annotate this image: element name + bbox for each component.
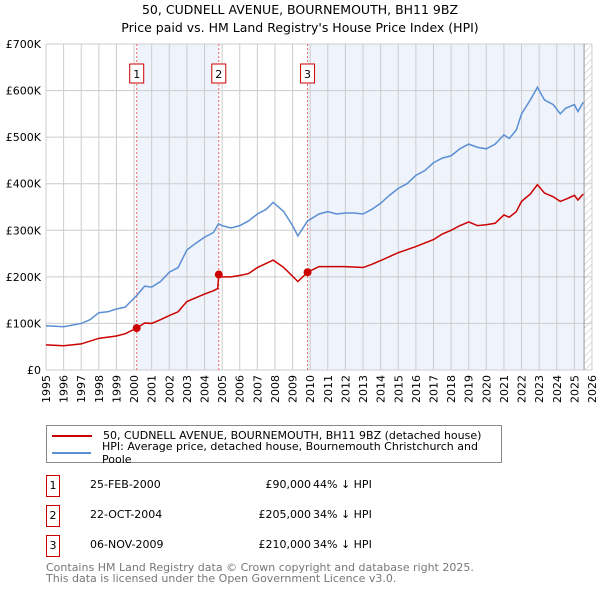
transaction-row: 1 25-FEB-2000 £90,000 44% ↓ HPI — [46, 475, 446, 497]
x-tick-label: 2009 — [287, 375, 300, 403]
x-tick-label: 2006 — [234, 375, 247, 403]
x-tick-label: 2025 — [568, 375, 581, 403]
x-tick-label: 2012 — [339, 375, 352, 403]
legend-blue-line — [52, 451, 92, 454]
x-tick-label: 1999 — [110, 375, 123, 403]
shaded-period-1 — [136, 44, 219, 370]
sale-marker-label: 1 — [133, 68, 140, 81]
sale-marker-label: 3 — [304, 68, 311, 81]
chart-title: 50, CUDNELL AVENUE, BOURNEMOUTH, BH11 9B… — [141, 2, 459, 17]
footer-licence: This data is licensed under the Open Gov… — [46, 572, 397, 585]
y-tick-label: £700K — [6, 38, 42, 51]
transaction-date: 22-OCT-2004 — [90, 508, 163, 521]
transaction-marker: 3 — [46, 535, 60, 557]
transaction-price: £205,000 — [258, 508, 312, 521]
x-tick-label: 2018 — [445, 375, 458, 403]
hpi-line — [45, 85, 584, 328]
x-tick-label: 2022 — [516, 375, 529, 403]
x-tick-label: 2004 — [199, 375, 212, 403]
transaction-marker: 2 — [46, 505, 60, 527]
y-tick-label: £200K — [6, 271, 42, 284]
chart-subtitle: Price paid vs. HM Land Registry's House … — [121, 20, 479, 35]
x-tick-label: 2010 — [304, 375, 317, 403]
sale-marker-box — [211, 63, 227, 84]
x-tick-label: 2000 — [128, 375, 141, 403]
transaction-hpi-diff: 34% ↓ HPI — [313, 508, 372, 521]
y-tick-label: £300K — [6, 224, 42, 237]
x-tick-label: 2007 — [251, 375, 264, 403]
y-tick-label: £100K — [6, 317, 42, 330]
x-tick-label: 2015 — [392, 375, 405, 403]
y-tick-label: £500K — [6, 131, 42, 144]
x-tick-label: 2001 — [146, 375, 159, 403]
transaction-hpi-diff: 34% ↓ HPI — [313, 538, 372, 551]
x-tick-label: 2024 — [551, 375, 564, 403]
sale-marker-box — [300, 63, 316, 84]
transaction-hpi-diff: 44% ↓ HPI — [313, 478, 372, 491]
x-tick-label: 2005 — [216, 375, 229, 403]
legend: 50, CUDNELL AVENUE, BOURNEMOUTH, BH11 9B… — [46, 425, 502, 466]
transaction-row: 2 22-OCT-2004 £205,000 34% ↓ HPI — [46, 505, 446, 527]
property-price-line — [45, 183, 584, 347]
x-tick-label: 2011 — [322, 375, 335, 403]
transaction-date: 25-FEB-2000 — [90, 478, 161, 491]
x-tick-label: 2019 — [463, 375, 476, 403]
sale-point — [303, 268, 312, 277]
transaction-price: £210,000 — [258, 538, 312, 551]
x-tick-label: 2002 — [163, 375, 176, 403]
sale-point — [214, 270, 223, 279]
transaction-row: 3 06-NOV-2009 £210,000 34% ↓ HPI — [46, 535, 446, 557]
x-tick-label: 1998 — [93, 375, 106, 403]
forecast-hatch — [584, 44, 592, 370]
legend-label-hpi: HPI: Average price, detached house, Bour… — [102, 439, 478, 466]
x-tick-label: 2013 — [357, 375, 370, 403]
sale-marker-box — [129, 63, 145, 84]
x-tick-label: 1996 — [58, 375, 71, 403]
sale-point — [132, 324, 141, 333]
sale-marker-label: 2 — [215, 68, 222, 81]
y-tick-label: £400K — [6, 178, 42, 191]
x-tick-label: 2023 — [533, 375, 546, 403]
x-tick-label: 2021 — [498, 375, 511, 403]
chart: 1995 1996 1997 1998 1999 2000 2001 2002 2003 2004… — [6, 38, 599, 403]
transaction-price: £90,000 — [265, 478, 312, 491]
y-tick-label: £600K — [6, 85, 42, 98]
shaded-period-2 — [307, 44, 585, 370]
x-tick-label: 2003 — [181, 375, 194, 403]
transaction-marker: 1 — [46, 475, 60, 497]
y-tick-label: £0 — [27, 364, 41, 377]
x-tick-label: 2017 — [427, 375, 440, 403]
x-tick-label: 2014 — [375, 375, 388, 403]
x-tick-label: 2026 — [586, 375, 599, 403]
x-tick-label: 1997 — [75, 375, 88, 403]
transaction-date: 06-NOV-2009 — [90, 538, 164, 551]
x-tick-label: 1995 — [40, 375, 53, 403]
x-tick-label: 2020 — [480, 375, 493, 403]
footer-copyright: Contains HM Land Registry data © Crown c… — [46, 561, 474, 574]
x-tick-label: 2016 — [410, 375, 423, 403]
legend-label-property: 50, CUDNELL AVENUE, BOURNEMOUTH, BH11 9B… — [103, 429, 482, 442]
x-tick-label: 2008 — [269, 375, 282, 403]
legend-red-line — [52, 434, 92, 437]
